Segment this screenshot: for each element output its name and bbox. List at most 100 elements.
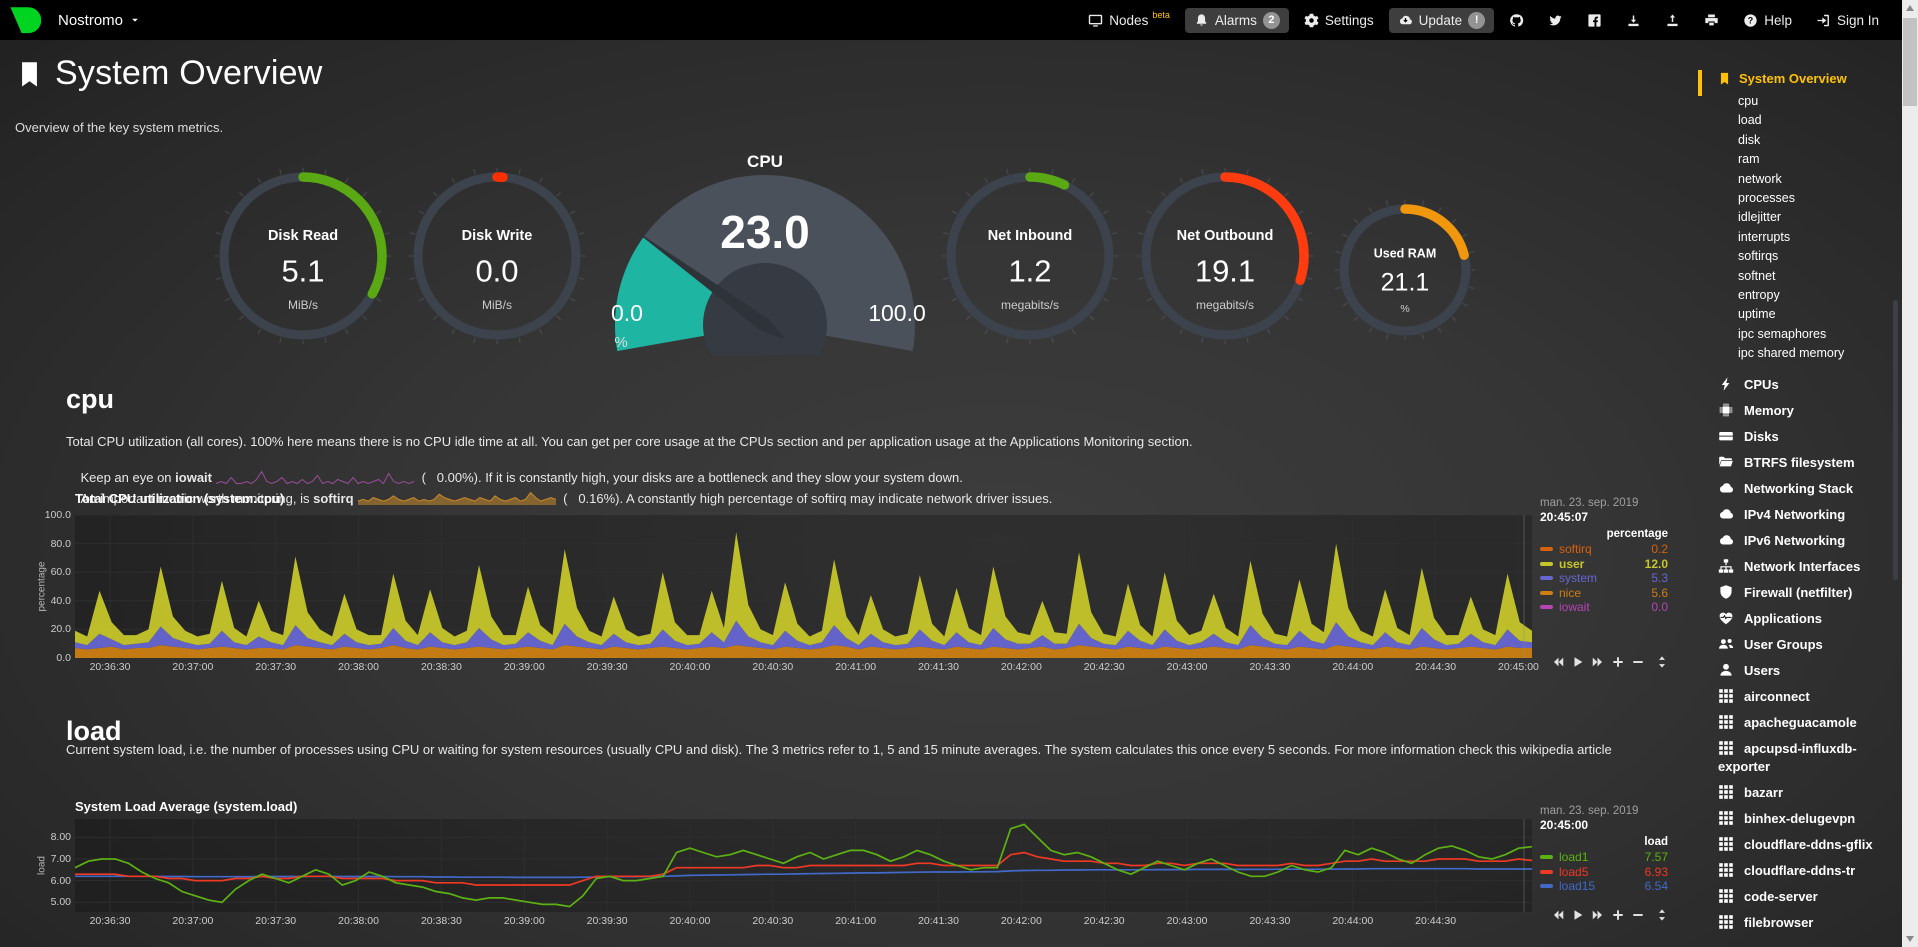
softirq-sparkline[interactable] xyxy=(357,491,557,506)
sidebar-subitem-disk[interactable]: disk xyxy=(1738,132,1761,147)
nav-item-download[interactable] xyxy=(1617,9,1650,32)
load-chart-xtick-6[interactable]: 20:39:30 xyxy=(586,915,628,927)
load-chart-xtick-1[interactable]: 20:37:00 xyxy=(172,915,214,927)
load-chart-xtick-5[interactable]: 20:39:00 xyxy=(503,915,545,927)
sidebar-item-networking-stack[interactable]: Networking Stack xyxy=(1700,476,1900,502)
cpu-chart-zoom-in-button[interactable] xyxy=(1611,653,1625,667)
cpu-chart-xtick-9[interactable]: 20:41:00 xyxy=(835,661,877,673)
gauge-net-inbound[interactable]: Net Inbound 1.2 megabits/s xyxy=(940,166,1120,346)
cpu-chart-xtick-1[interactable]: 20:37:00 xyxy=(172,661,214,673)
cpu-chart-zoom-out-button[interactable] xyxy=(1631,653,1645,667)
nav-item-signin[interactable]: Sign In xyxy=(1807,9,1888,32)
sidebar-subitem-idlejitter[interactable]: idlejitter xyxy=(1738,210,1782,225)
nav-item-help[interactable]: ? Help xyxy=(1734,9,1801,32)
sidebar-item-apcupsd-influxdb-exporter[interactable]: apcupsd-influxdb-exporter xyxy=(1700,736,1900,780)
cpu-chart-xtick-7[interactable]: 20:40:00 xyxy=(669,661,711,673)
load-chart-xtick-11[interactable]: 20:42:00 xyxy=(1000,915,1042,927)
load-chart-backward-button[interactable] xyxy=(1551,906,1565,920)
sidebar-subitem-load[interactable]: load xyxy=(1738,113,1762,128)
sidebar-subitem-interrupts[interactable]: interrupts xyxy=(1738,229,1791,244)
sidebar-subitem-entropy[interactable]: entropy xyxy=(1738,288,1780,303)
cpu-chart-xtick-15[interactable]: 20:44:00 xyxy=(1332,661,1374,673)
cpu-chart-xtick-3[interactable]: 20:38:00 xyxy=(338,661,379,673)
load-chart-xtick-15[interactable]: 20:44:00 xyxy=(1332,915,1374,927)
sidebar-subitem-network[interactable]: network xyxy=(1738,171,1782,186)
cpu-chart-legend-row-iowait[interactable]: iowait 0.0 xyxy=(1540,600,1668,615)
nav-item-update[interactable]: Update! xyxy=(1388,7,1495,33)
load-chart-xtick-10[interactable]: 20:41:30 xyxy=(918,915,959,927)
sidebar-item-bazarr[interactable]: bazarr xyxy=(1700,780,1900,806)
sidebar-subitem-uptime[interactable]: uptime xyxy=(1738,307,1776,322)
cpu-chart-xtick-4[interactable]: 20:38:30 xyxy=(420,661,462,673)
sidebar-item-ipv6-networking[interactable]: IPv6 Networking xyxy=(1700,528,1900,554)
sidebar-subitem-processes[interactable]: processes xyxy=(1738,191,1795,206)
cpu-chart-legend-row-system[interactable]: system 5.3 xyxy=(1540,571,1668,586)
cpu-chart-legend-row-user[interactable]: user 12.0 xyxy=(1540,557,1668,572)
load-chart-xtick-13[interactable]: 20:43:00 xyxy=(1166,915,1208,927)
sidebar-item-airconnect[interactable]: airconnect xyxy=(1700,684,1900,710)
nav-item-print[interactable] xyxy=(1695,9,1728,32)
sidebar-item-disks[interactable]: Disks xyxy=(1700,424,1900,450)
scrollbar-down-arrow[interactable] xyxy=(1906,936,1914,942)
nav-item-upload[interactable] xyxy=(1656,9,1689,32)
load-chart-resize-handle[interactable] xyxy=(1655,906,1669,921)
cpu-chart-xtick-6[interactable]: 20:39:30 xyxy=(586,661,628,673)
scrollbar-thumb[interactable] xyxy=(1903,18,1917,106)
cpu-chart-xtick-14[interactable]: 20:43:30 xyxy=(1249,661,1291,673)
load-chart-forward-button[interactable] xyxy=(1591,906,1605,920)
sidebar-item-apacheguacamole[interactable]: apacheguacamole xyxy=(1700,710,1900,736)
cpu-chart-backward-button[interactable] xyxy=(1551,653,1565,667)
scrollbar-up-arrow[interactable] xyxy=(1906,5,1914,11)
sidebar-item-cpus[interactable]: CPUs xyxy=(1700,372,1900,398)
sidebar-scrollbar[interactable] xyxy=(1893,300,1898,580)
cpu-chart-legend-row-nice[interactable]: nice 5.6 xyxy=(1540,586,1668,601)
sidebar-subitem-ipc-semaphores[interactable]: ipc semaphores xyxy=(1738,326,1827,341)
gauge-cpu[interactable]: CPU 23.0 0.0 100.0% xyxy=(585,143,945,387)
cpu-chart-legend-row-softirq[interactable]: softirq 0.2 xyxy=(1540,542,1668,557)
cpu-chart-xtick-8[interactable]: 20:40:30 xyxy=(752,661,794,673)
cpu-chart-xtick-17[interactable]: 20:45:00 xyxy=(1498,661,1539,673)
sidebar-item-filebrowser[interactable]: filebrowser xyxy=(1700,910,1900,936)
nav-item-alarms[interactable]: Alarms 2 xyxy=(1184,7,1289,33)
sidebar-item-memory[interactable]: Memory xyxy=(1700,398,1900,424)
sidebar-item-system-overview[interactable]: System Overview xyxy=(1700,62,1900,90)
cpu-chart-plot[interactable] xyxy=(75,514,1532,659)
gauge-net-outbound[interactable]: Net Outbound 19.1 megabits/s xyxy=(1135,166,1315,346)
cpu-chart-xtick-5[interactable]: 20:39:00 xyxy=(503,661,545,673)
nav-item-facebook[interactable] xyxy=(1578,9,1611,32)
cpu-chart-forward-button[interactable] xyxy=(1591,653,1605,667)
hostname-dropdown[interactable]: Nostromo xyxy=(58,0,140,40)
sidebar-subitem-cpu[interactable]: cpu xyxy=(1738,94,1759,108)
load-chart-xtick-14[interactable]: 20:43:30 xyxy=(1249,915,1291,927)
sidebar-subitem-softnet[interactable]: softnet xyxy=(1738,268,1776,283)
gauge-disk-read[interactable]: Disk Read 5.1 MiB/s xyxy=(213,166,393,346)
sidebar-item-users[interactable]: Users xyxy=(1700,658,1900,684)
sidebar-subitem-ipc-shared-memory[interactable]: ipc shared memory xyxy=(1738,346,1845,361)
load-chart-plot[interactable] xyxy=(74,819,1533,912)
load-chart-xtick-0[interactable]: 20:36:30 xyxy=(89,915,131,927)
cpu-chart-xtick-13[interactable]: 20:43:00 xyxy=(1166,661,1208,673)
sidebar-item-binhex-delugevpn[interactable]: binhex-delugevpn xyxy=(1700,806,1900,832)
cpu-chart-xtick-11[interactable]: 20:42:00 xyxy=(1000,661,1042,673)
sidebar-subitem-softirqs[interactable]: softirqs xyxy=(1738,249,1779,264)
cpu-chart-xtick-2[interactable]: 20:37:30 xyxy=(255,661,297,673)
load-chart-zoom-in-button[interactable] xyxy=(1611,906,1625,920)
sidebar-item-btrfs-filesystem[interactable]: BTRFS filesystem xyxy=(1700,450,1900,476)
sidebar-item-ipv4-networking[interactable]: IPv4 Networking xyxy=(1700,502,1900,528)
cpu-chart-resize-handle[interactable] xyxy=(1655,653,1669,668)
sidebar-item-code-server[interactable]: code-server xyxy=(1700,884,1900,910)
nav-item-twitter[interactable] xyxy=(1539,9,1572,32)
load-chart-legend-row-load15[interactable]: load15 6.54 xyxy=(1540,879,1668,894)
load-chart-xtick-16[interactable]: 20:44:30 xyxy=(1415,915,1457,927)
load-chart-xtick-7[interactable]: 20:40:00 xyxy=(669,915,711,927)
sidebar-item-applications[interactable]: Applications xyxy=(1700,606,1900,632)
load-chart-zoom-out-button[interactable] xyxy=(1631,906,1645,920)
sidebar-item-cloudflare-ddns-tr[interactable]: cloudflare-ddns-tr xyxy=(1700,858,1900,884)
load-chart-legend-row-load1[interactable]: load1 7.57 xyxy=(1540,850,1668,865)
cpu-chart-play-button[interactable] xyxy=(1571,653,1585,667)
page-scrollbar[interactable] xyxy=(1902,0,1918,947)
nav-item-settings[interactable]: Settings xyxy=(1295,9,1383,32)
load-chart-xtick-4[interactable]: 20:38:30 xyxy=(420,915,462,927)
sidebar-subitem-ram[interactable]: ram xyxy=(1738,152,1760,167)
cpu-chart-xtick-10[interactable]: 20:41:30 xyxy=(918,661,959,673)
